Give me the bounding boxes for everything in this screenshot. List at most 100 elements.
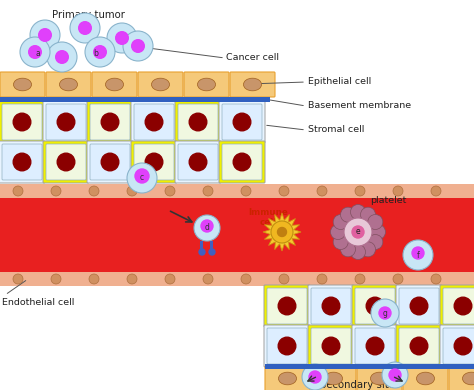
Circle shape <box>233 113 251 131</box>
Ellipse shape <box>278 372 297 385</box>
FancyBboxPatch shape <box>178 144 218 180</box>
FancyBboxPatch shape <box>43 101 89 143</box>
Circle shape <box>317 186 327 196</box>
Circle shape <box>101 113 119 131</box>
Circle shape <box>340 242 356 257</box>
FancyBboxPatch shape <box>440 285 474 327</box>
Polygon shape <box>263 213 301 251</box>
Circle shape <box>123 31 153 61</box>
Text: d: d <box>205 223 210 232</box>
Circle shape <box>233 153 251 171</box>
Circle shape <box>132 40 144 52</box>
Ellipse shape <box>417 372 435 385</box>
FancyBboxPatch shape <box>311 366 356 390</box>
Text: c: c <box>140 174 144 183</box>
Text: Secondary site: Secondary site <box>320 380 395 390</box>
Circle shape <box>350 204 365 220</box>
FancyBboxPatch shape <box>131 101 177 143</box>
Circle shape <box>57 113 75 131</box>
Circle shape <box>209 249 215 255</box>
Circle shape <box>322 337 340 355</box>
Circle shape <box>13 274 23 284</box>
Circle shape <box>201 220 213 232</box>
Circle shape <box>13 153 31 171</box>
Ellipse shape <box>371 372 389 385</box>
Circle shape <box>278 337 296 355</box>
FancyBboxPatch shape <box>43 141 89 183</box>
FancyBboxPatch shape <box>265 366 310 390</box>
FancyBboxPatch shape <box>134 104 174 140</box>
Circle shape <box>371 299 399 327</box>
FancyBboxPatch shape <box>443 288 474 324</box>
Circle shape <box>89 186 99 196</box>
Circle shape <box>39 29 51 41</box>
Circle shape <box>371 225 385 239</box>
FancyBboxPatch shape <box>87 141 133 183</box>
Circle shape <box>57 153 75 171</box>
FancyBboxPatch shape <box>396 285 442 327</box>
FancyBboxPatch shape <box>46 104 86 140</box>
FancyBboxPatch shape <box>90 144 130 180</box>
Circle shape <box>51 186 61 196</box>
Text: Cancer cell: Cancer cell <box>226 53 279 62</box>
FancyBboxPatch shape <box>357 366 402 390</box>
FancyBboxPatch shape <box>399 328 439 364</box>
Ellipse shape <box>13 78 32 91</box>
FancyBboxPatch shape <box>0 141 45 183</box>
Text: platelet: platelet <box>370 196 406 205</box>
Circle shape <box>203 274 213 284</box>
Ellipse shape <box>463 372 474 385</box>
Circle shape <box>403 240 433 270</box>
Circle shape <box>344 218 372 246</box>
Circle shape <box>368 234 383 250</box>
Ellipse shape <box>59 78 78 91</box>
FancyBboxPatch shape <box>46 72 91 97</box>
Text: a: a <box>36 48 40 57</box>
Bar <box>265 364 474 369</box>
Circle shape <box>361 207 375 222</box>
Circle shape <box>271 221 293 243</box>
Circle shape <box>165 186 175 196</box>
FancyBboxPatch shape <box>355 328 395 364</box>
FancyBboxPatch shape <box>440 325 474 367</box>
FancyBboxPatch shape <box>311 328 351 364</box>
Circle shape <box>241 274 251 284</box>
Circle shape <box>89 274 99 284</box>
Ellipse shape <box>325 372 343 385</box>
FancyBboxPatch shape <box>131 141 177 183</box>
FancyBboxPatch shape <box>264 285 310 327</box>
FancyBboxPatch shape <box>222 144 262 180</box>
Circle shape <box>79 22 91 34</box>
Circle shape <box>107 23 137 53</box>
Text: f: f <box>417 250 419 259</box>
FancyBboxPatch shape <box>90 104 130 140</box>
FancyBboxPatch shape <box>134 144 174 180</box>
Circle shape <box>454 337 472 355</box>
FancyBboxPatch shape <box>308 285 354 327</box>
FancyBboxPatch shape <box>267 288 307 324</box>
FancyBboxPatch shape <box>311 288 351 324</box>
FancyBboxPatch shape <box>2 104 42 140</box>
Circle shape <box>189 153 207 171</box>
Circle shape <box>361 242 375 257</box>
FancyBboxPatch shape <box>138 72 183 97</box>
FancyBboxPatch shape <box>2 144 42 180</box>
Circle shape <box>47 42 77 72</box>
Circle shape <box>355 274 365 284</box>
FancyBboxPatch shape <box>175 141 221 183</box>
Text: Primary tumor: Primary tumor <box>52 10 125 20</box>
Circle shape <box>330 225 346 239</box>
FancyBboxPatch shape <box>46 144 86 180</box>
Text: g: g <box>383 308 387 317</box>
Circle shape <box>350 245 365 259</box>
Circle shape <box>333 215 348 229</box>
Circle shape <box>30 20 60 50</box>
Circle shape <box>194 215 220 241</box>
Circle shape <box>317 274 327 284</box>
FancyBboxPatch shape <box>443 328 474 364</box>
FancyBboxPatch shape <box>222 104 262 140</box>
Circle shape <box>368 215 383 229</box>
Circle shape <box>203 186 213 196</box>
Circle shape <box>127 163 157 193</box>
Bar <box>0 184 474 198</box>
